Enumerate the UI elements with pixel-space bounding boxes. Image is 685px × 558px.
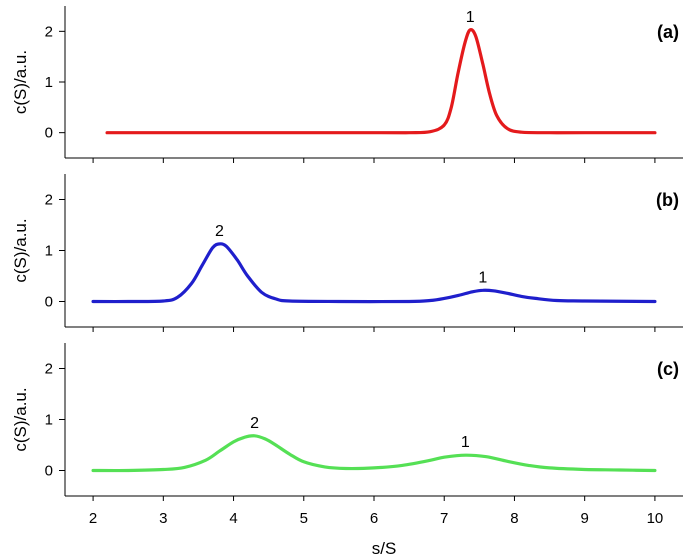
peak-label: 2 bbox=[215, 223, 224, 240]
peak-label: 2 bbox=[250, 415, 259, 432]
panel-label: (c) bbox=[657, 359, 679, 379]
peak-label: 1 bbox=[461, 434, 470, 451]
y-axis-label: c(S)/a.u. bbox=[11, 218, 30, 282]
x-tick-label: 7 bbox=[440, 510, 448, 527]
y-axis-label: c(S)/a.u. bbox=[11, 387, 30, 451]
x-axis-label: s/S bbox=[372, 539, 397, 558]
series-line-0 bbox=[91, 242, 657, 304]
x-tick-label: 5 bbox=[300, 510, 308, 527]
y-tick-label: 0 bbox=[45, 294, 53, 311]
y-tick-label: 1 bbox=[45, 412, 53, 429]
x-tick-label: 8 bbox=[510, 510, 518, 527]
x-tick-label: 9 bbox=[581, 510, 589, 527]
panel-a: 0 1 2 c(S)/a.u. (a) 1 bbox=[11, 6, 683, 163]
series-line-0 bbox=[91, 434, 657, 473]
x-tick-label: 3 bbox=[159, 510, 167, 527]
x-tick-label: 6 bbox=[370, 510, 378, 527]
panel-c: 0 1 2 2 3 4 5 6 7 8 9 10 c(S)/a.u. s/S (c) 2 1 bbox=[11, 343, 683, 558]
y-tick-label: 1 bbox=[45, 243, 53, 260]
peak-label: 1 bbox=[466, 9, 475, 26]
y-tick-label: 2 bbox=[45, 23, 53, 40]
series-line-0 bbox=[105, 28, 657, 135]
panel-b: 0 1 2 c(S)/a.u. (b) 2 1 bbox=[11, 174, 683, 332]
y-axis-label: c(S)/a.u. bbox=[11, 50, 30, 114]
y-tick-label: 1 bbox=[45, 74, 53, 91]
y-tick-label: 2 bbox=[45, 361, 53, 378]
x-tick-label: 2 bbox=[89, 510, 97, 527]
panel-label: (a) bbox=[657, 22, 679, 42]
peak-label: 1 bbox=[478, 269, 487, 286]
x-tick-label: 10 bbox=[647, 510, 664, 527]
x-tick-label: 4 bbox=[229, 510, 237, 527]
y-tick-label: 2 bbox=[45, 192, 53, 209]
y-tick-label: 0 bbox=[45, 125, 53, 142]
panel-label: (b) bbox=[656, 190, 679, 210]
y-tick-label: 0 bbox=[45, 463, 53, 480]
